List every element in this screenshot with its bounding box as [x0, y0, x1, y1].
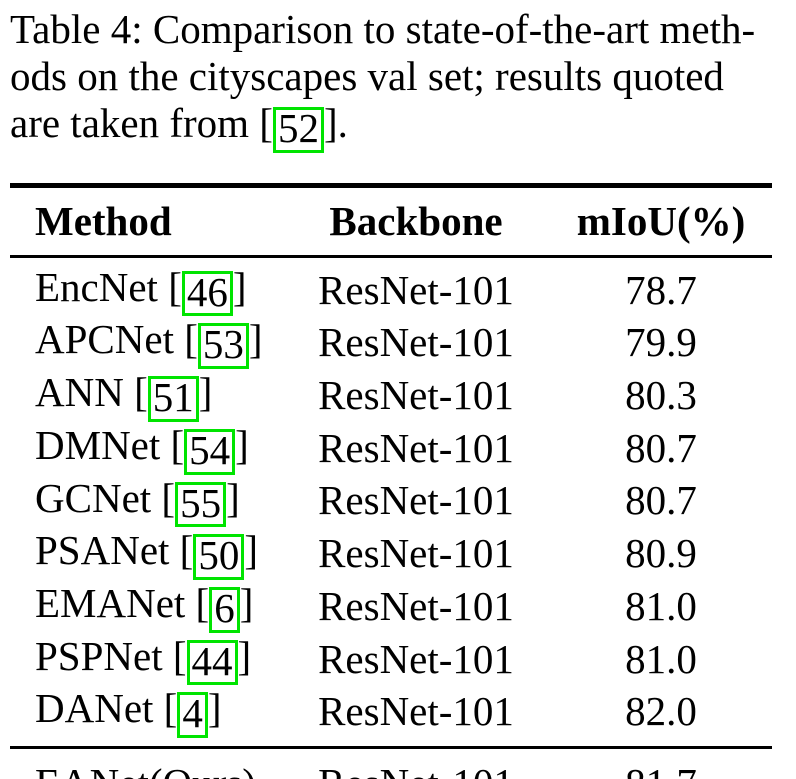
table-row: PSANet [50] ResNet-101 80.9: [10, 527, 772, 581]
bracket-close: ]: [237, 632, 252, 679]
method-cell: DMNet [54]: [10, 422, 310, 475]
method-name: APCNet [: [35, 316, 198, 363]
bracket-close: ]: [198, 369, 213, 416]
caption-line-2: ods on the cityscapes val set; results q…: [10, 53, 724, 99]
miou-cell: 80.3: [625, 372, 697, 419]
backbone-cell: ResNet-101: [318, 266, 514, 313]
table-row: EMANet [6] ResNet-101 81.0: [10, 580, 772, 633]
miou-cell: 81.0: [625, 635, 697, 682]
miou-cell: 81.7: [522, 748, 772, 779]
backbone-cell: ResNet-101: [310, 748, 522, 779]
table-row: DMNet [54] ResNet-101 80.7: [10, 422, 772, 475]
method-cell: DANet [4]: [10, 685, 310, 747]
method-cell: PSPNet [44]: [10, 633, 310, 686]
method-name: EncNet [: [35, 263, 182, 310]
backbone-cell: ResNet-101: [318, 635, 514, 682]
method-cell: EncNet [46]: [10, 256, 310, 317]
backbone-cell: ResNet-101: [318, 424, 514, 471]
method-cell: EMANet [6]: [10, 580, 310, 633]
table-header: Method Backbone mIoU(%): [10, 185, 772, 257]
table-row: DANet [4] ResNet-101 82.0: [10, 685, 772, 747]
miou-cell: 82.0: [625, 688, 697, 735]
bracket-close: ]: [248, 316, 263, 363]
table-row: ANN [51] ResNet-101 80.3: [10, 369, 772, 422]
method-name: PSANet [: [35, 527, 194, 574]
bracket-close: ]: [244, 527, 258, 574]
backbone-cell: ResNet-101: [318, 477, 514, 524]
bracket-close: ]: [232, 263, 247, 310]
table-caption: Table 4: Comparison to state-of-the-art …: [10, 6, 794, 153]
method-name: GCNet [: [35, 474, 176, 521]
backbone-cell: ResNet-101: [318, 530, 514, 577]
table-row: PSPNet [44] ResNet-101 81.0: [10, 633, 772, 686]
citation-box[interactable]: 52: [272, 107, 324, 153]
backbone-cell: ResNet-101: [318, 688, 514, 735]
table-row: EncNet [46] ResNet-101 78.7: [10, 256, 772, 317]
table-row: APCNet [53] ResNet-101 79.9: [10, 316, 772, 370]
results-table: Method Backbone mIoU(%) EncNet [46] ResN…: [10, 182, 772, 779]
miou-cell: 80.7: [625, 424, 697, 471]
method-name: DMNet [: [35, 421, 185, 468]
bracket-close: ]: [235, 421, 249, 468]
method-cell: APCNet [53]: [10, 316, 310, 370]
bracket-close: ]: [239, 580, 254, 627]
header-miou: mIoU(%): [576, 197, 746, 244]
table-row: GCNet [55] ResNet-101 80.7: [10, 475, 772, 528]
header-method: Method: [35, 197, 172, 244]
method-name: ANN [: [35, 369, 148, 416]
backbone-cell: ResNet-101: [318, 372, 514, 419]
table-body: EncNet [46] ResNet-101 78.7 APCNet [53] …: [10, 256, 772, 747]
citation-box[interactable]: 50: [193, 534, 245, 581]
header-row: Method Backbone mIoU(%): [10, 185, 772, 257]
caption-line-3-prefix: are taken from [: [10, 100, 273, 146]
citation-box[interactable]: 4: [177, 692, 208, 739]
method-name: EMANet [: [35, 580, 210, 627]
miou-cell: 81.0: [625, 582, 697, 629]
method-cell: ANN [51]: [10, 369, 310, 422]
citation-box[interactable]: 54: [184, 428, 236, 475]
method-name: PSPNet [: [35, 632, 187, 679]
table-row-ours: EANet(Ours) ResNet-101 81.7: [10, 747, 772, 779]
caption-line-3-suffix: ].: [323, 100, 348, 146]
backbone-cell: ResNet-101: [318, 582, 514, 629]
citation-box[interactable]: 44: [186, 639, 238, 686]
backbone-cell: ResNet-101: [318, 319, 514, 366]
citation-box[interactable]: 46: [181, 270, 233, 317]
citation-box[interactable]: 53: [197, 323, 249, 370]
bracket-close: ]: [226, 474, 240, 521]
caption-line-1: Table 4: Comparison to state-of-the-art …: [10, 6, 756, 52]
miou-cell: 79.9: [625, 319, 697, 366]
miou-cell: 80.9: [625, 530, 697, 577]
citation-box[interactable]: 6: [209, 587, 240, 633]
method-cell: PSANet [50]: [10, 527, 310, 581]
miou-cell: 80.7: [625, 477, 697, 524]
method-name: DANet [: [35, 685, 178, 732]
miou-cell: 78.7: [625, 266, 697, 313]
citation-box[interactable]: 55: [175, 481, 227, 528]
citation-box[interactable]: 51: [147, 376, 199, 422]
method-cell: GCNet [55]: [10, 475, 310, 528]
method-cell: EANet(Ours): [10, 748, 310, 779]
table-footer: EANet(Ours) ResNet-101 81.7: [10, 747, 772, 779]
bracket-close: ]: [207, 685, 222, 732]
header-backbone: Backbone: [329, 197, 503, 244]
